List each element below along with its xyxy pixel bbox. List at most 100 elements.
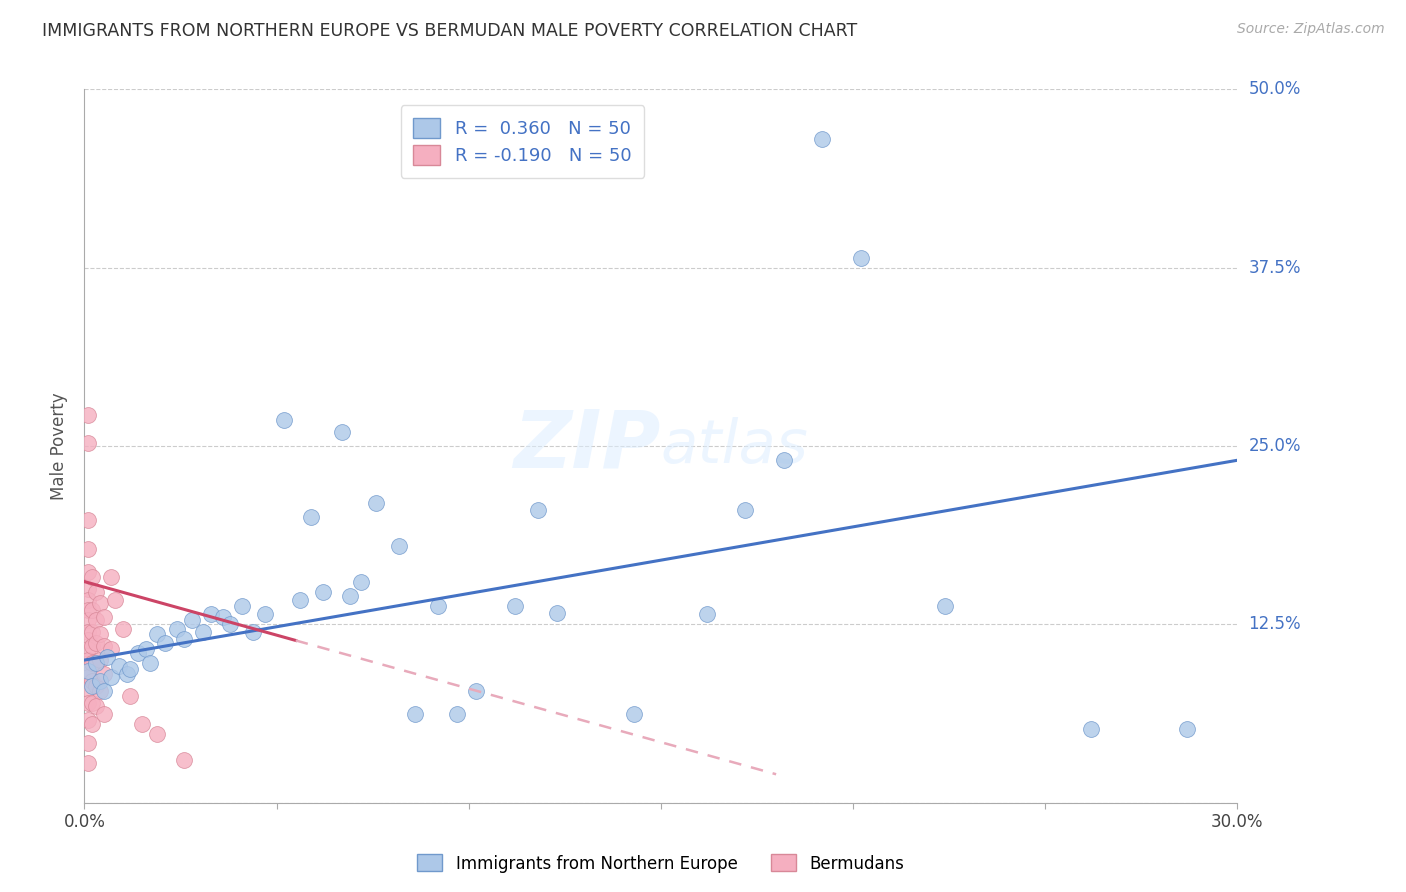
Y-axis label: Male Poverty: Male Poverty xyxy=(51,392,69,500)
Point xyxy=(772,453,794,467)
Point xyxy=(146,727,169,741)
Point xyxy=(77,603,100,617)
Point xyxy=(80,639,103,653)
Point xyxy=(80,570,103,584)
Point xyxy=(77,408,100,422)
Point xyxy=(131,717,153,731)
Point xyxy=(93,639,115,653)
Point xyxy=(934,599,956,613)
Point xyxy=(84,656,107,670)
Point xyxy=(166,622,188,636)
Point xyxy=(89,653,111,667)
Point xyxy=(77,653,100,667)
Point xyxy=(734,503,756,517)
Point xyxy=(93,707,115,722)
Point xyxy=(211,610,233,624)
Point xyxy=(299,510,322,524)
Point xyxy=(1175,722,1198,736)
Point xyxy=(80,696,103,710)
Point xyxy=(77,541,100,556)
Point xyxy=(93,684,115,698)
Point xyxy=(339,589,361,603)
Point xyxy=(330,425,353,439)
Point xyxy=(77,513,100,527)
Point xyxy=(1080,722,1102,736)
Text: IMMIGRANTS FROM NORTHERN EUROPE VS BERMUDAN MALE POVERTY CORRELATION CHART: IMMIGRANTS FROM NORTHERN EUROPE VS BERMU… xyxy=(42,22,858,40)
Point xyxy=(100,570,122,584)
Point xyxy=(77,662,100,676)
Point xyxy=(77,565,100,579)
Point xyxy=(77,613,100,627)
Point xyxy=(84,636,107,650)
Point xyxy=(426,599,449,613)
Point xyxy=(77,665,100,679)
Point xyxy=(80,679,103,693)
Text: Source: ZipAtlas.com: Source: ZipAtlas.com xyxy=(1237,22,1385,37)
Point xyxy=(77,756,100,770)
Point xyxy=(465,684,488,698)
Point xyxy=(200,607,222,622)
Point xyxy=(77,624,100,639)
Point xyxy=(77,436,100,450)
Text: 25.0%: 25.0% xyxy=(1249,437,1301,455)
Point xyxy=(366,496,388,510)
Point xyxy=(77,713,100,727)
Point xyxy=(273,413,295,427)
Text: atlas: atlas xyxy=(661,417,808,475)
Point xyxy=(811,132,834,146)
Legend: Immigrants from Northern Europe, Bermudans: Immigrants from Northern Europe, Bermuda… xyxy=(411,847,911,880)
Point xyxy=(89,674,111,689)
Point xyxy=(173,753,195,767)
Point xyxy=(108,658,131,673)
Point xyxy=(84,698,107,713)
Point xyxy=(84,679,107,693)
Point xyxy=(350,574,373,589)
Point xyxy=(153,636,176,650)
Point xyxy=(120,689,142,703)
Point xyxy=(138,656,160,670)
Point xyxy=(135,641,157,656)
Point xyxy=(93,610,115,624)
Point xyxy=(93,667,115,681)
Text: 12.5%: 12.5% xyxy=(1249,615,1301,633)
Point xyxy=(503,599,526,613)
Point xyxy=(404,707,426,722)
Point xyxy=(84,613,107,627)
Point xyxy=(193,624,215,639)
Point xyxy=(77,696,100,710)
Point xyxy=(77,593,100,607)
Point xyxy=(219,617,242,632)
Point xyxy=(173,632,195,646)
Point xyxy=(115,667,138,681)
Point xyxy=(77,736,100,750)
Point xyxy=(311,584,333,599)
Point xyxy=(231,599,253,613)
Point xyxy=(527,503,550,517)
Point xyxy=(696,607,718,622)
Point xyxy=(77,582,100,596)
Point xyxy=(100,670,122,684)
Point xyxy=(80,656,103,670)
Point xyxy=(181,613,204,627)
Point xyxy=(288,593,311,607)
Text: ZIP: ZIP xyxy=(513,407,661,485)
Point xyxy=(77,681,100,696)
Point xyxy=(89,596,111,610)
Point xyxy=(80,624,103,639)
Point xyxy=(80,674,103,689)
Point xyxy=(104,593,127,607)
Legend: R =  0.360   N = 50, R = -0.190   N = 50: R = 0.360 N = 50, R = -0.190 N = 50 xyxy=(401,105,644,178)
Point xyxy=(146,627,169,641)
Point xyxy=(77,670,100,684)
Point xyxy=(77,633,100,648)
Point xyxy=(80,603,103,617)
Point xyxy=(100,641,122,656)
Point xyxy=(546,606,568,620)
Point xyxy=(84,656,107,670)
Point xyxy=(89,684,111,698)
Point xyxy=(253,607,276,622)
Point xyxy=(120,662,142,676)
Text: 37.5%: 37.5% xyxy=(1249,259,1301,277)
Point xyxy=(111,622,134,636)
Point xyxy=(849,251,872,265)
